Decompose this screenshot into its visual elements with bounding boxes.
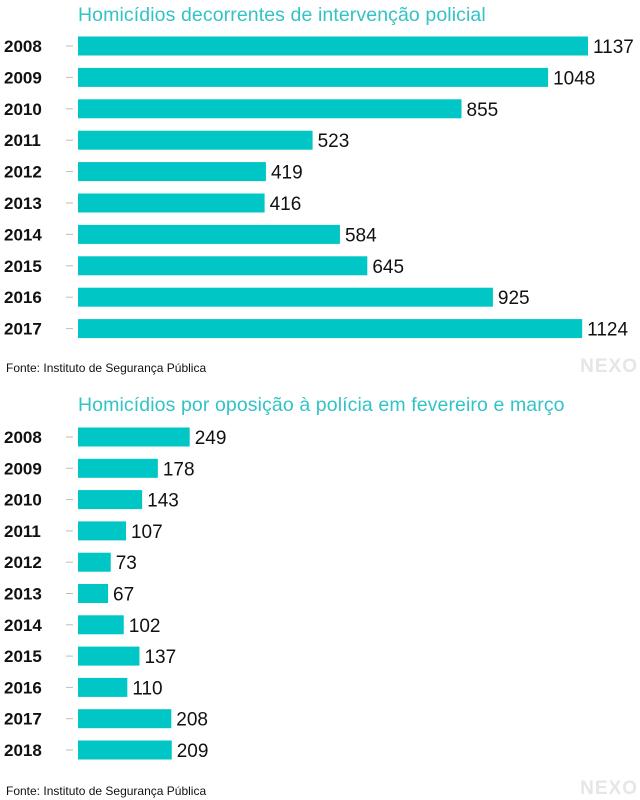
value-label: 137 xyxy=(144,647,176,668)
bar xyxy=(78,490,143,510)
year-label: 2018 xyxy=(4,741,42,760)
year-label: 2013 xyxy=(4,585,42,604)
year-label: 2015 xyxy=(4,647,42,666)
nexo-logo: NEXO xyxy=(580,356,638,377)
value-label: 419 xyxy=(271,163,303,184)
year-label: 2015 xyxy=(4,257,42,276)
chart-title: Homicídios decorrentes de intervenção po… xyxy=(78,4,486,26)
bar xyxy=(78,162,266,182)
year-label: 2010 xyxy=(4,491,42,510)
year-label: 2014 xyxy=(4,225,42,244)
bar xyxy=(78,646,140,666)
bar xyxy=(78,193,265,213)
value-label: 107 xyxy=(131,522,163,543)
value-label: 1137 xyxy=(593,37,634,58)
value-label: 523 xyxy=(318,131,350,152)
value-label: 249 xyxy=(195,428,227,449)
bar xyxy=(78,584,109,603)
value-label: 584 xyxy=(345,225,377,246)
chart-panel-1: Homicídios decorrentes de intervenção po… xyxy=(0,0,640,390)
bar xyxy=(78,99,462,119)
year-label: 2010 xyxy=(4,100,42,119)
value-label: 178 xyxy=(163,459,195,480)
bar xyxy=(78,521,126,541)
year-label: 2016 xyxy=(4,288,42,307)
chart-title: Homicídios por oposição à polícia em fev… xyxy=(78,394,565,416)
value-label: 855 xyxy=(467,100,499,121)
year-label: 2008 xyxy=(4,428,42,447)
value-label: 416 xyxy=(270,194,302,215)
value-label: 645 xyxy=(372,257,404,278)
value-label: 925 xyxy=(498,288,530,309)
bar xyxy=(78,740,172,760)
year-label: 2017 xyxy=(4,710,42,729)
year-label: 2017 xyxy=(4,320,42,339)
bar xyxy=(78,224,340,244)
bar xyxy=(78,615,124,635)
year-label: 2009 xyxy=(4,68,42,87)
value-label: 67 xyxy=(113,585,134,606)
bar xyxy=(78,427,190,447)
bar xyxy=(78,36,588,56)
value-label: 208 xyxy=(176,710,208,731)
bar xyxy=(78,677,128,697)
value-label: 110 xyxy=(132,678,162,699)
bar xyxy=(78,256,368,276)
year-label: 2013 xyxy=(4,194,42,213)
value-label: 143 xyxy=(147,491,179,512)
bar xyxy=(78,319,583,339)
nexo-logo: NEXO xyxy=(580,778,638,799)
source-note: Fonte: Instituto de Segurança Pública xyxy=(6,784,207,798)
bar xyxy=(78,67,549,87)
bar xyxy=(78,552,111,572)
value-label: 73 xyxy=(116,553,137,574)
bar xyxy=(78,287,493,307)
year-label: 2011 xyxy=(4,522,41,541)
year-label: 2012 xyxy=(4,553,42,572)
value-label: 102 xyxy=(129,616,161,637)
value-label: 1048 xyxy=(553,68,595,89)
value-label: 209 xyxy=(177,741,209,762)
bar-chart: 2008 249 2009 178 2010 143 2011 107 2012 73 2013 67… xyxy=(4,427,227,762)
bar xyxy=(78,709,172,729)
year-label: 2011 xyxy=(4,131,41,150)
value-label: 1124 xyxy=(587,320,628,341)
source-note: Fonte: Instituto de Segurança Pública xyxy=(6,361,207,375)
bar xyxy=(78,458,158,478)
year-label: 2014 xyxy=(4,616,42,635)
year-label: 2012 xyxy=(4,163,42,182)
year-label: 2009 xyxy=(4,459,42,478)
bar xyxy=(78,130,313,150)
year-label: 2008 xyxy=(4,37,42,56)
chart-panel-2: Homicídios por oposição à polícia em fev… xyxy=(0,390,640,800)
year-label: 2016 xyxy=(4,678,42,697)
bar-chart: 2008 1137 2009 1048 2010 855 2011 523 2012 419 201… xyxy=(4,36,634,341)
